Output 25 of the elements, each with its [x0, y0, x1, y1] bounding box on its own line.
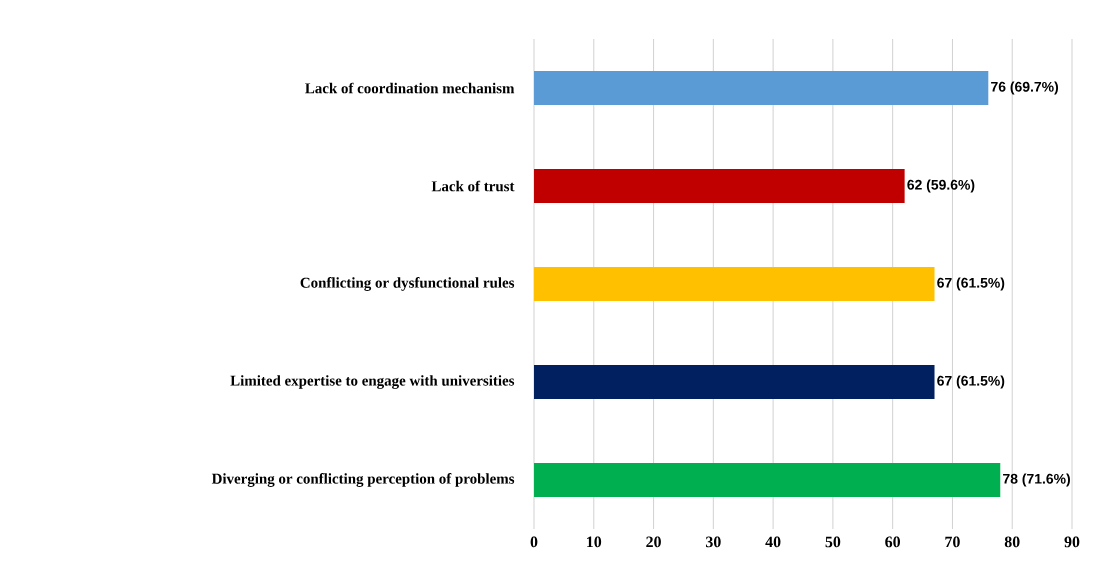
x-tick-label: 70: [945, 536, 960, 548]
y-tick-label: Conflicting or dysfunctional rules: [300, 277, 515, 291]
y-tick-label: Diverging or conflicting perception of problems: [211, 473, 515, 487]
data-label: 67 (61.5%): [937, 277, 1005, 291]
bar: [534, 266, 935, 301]
y-tick-label: Lack of trust: [431, 180, 515, 192]
bar: [534, 70, 989, 105]
x-tick-label: 30: [705, 536, 721, 548]
data-label: 67 (61.5%): [937, 375, 1005, 389]
bar: [534, 462, 1001, 497]
data-label: 62 (59.6%): [907, 179, 975, 193]
x-tick-label: 0: [530, 536, 538, 548]
data-label: 76 (69.7%): [991, 81, 1059, 95]
x-tick-label: 20: [646, 536, 661, 548]
x-tick-label: 90: [1064, 536, 1080, 548]
bar: [534, 364, 935, 399]
x-tick-label: 40: [765, 536, 781, 548]
y-tick-label: Limited expertise to engage with universities: [230, 375, 515, 389]
x-tick-label: 60: [885, 536, 901, 548]
x-tick-label: 80: [1004, 536, 1020, 548]
y-tick-label: Lack of coordination mechanism: [305, 82, 515, 94]
bar: [534, 168, 905, 203]
x-tick-label: 10: [587, 536, 602, 548]
x-tick-label: 50: [825, 536, 841, 548]
data-label: 78 (71.6%): [1003, 473, 1070, 487]
